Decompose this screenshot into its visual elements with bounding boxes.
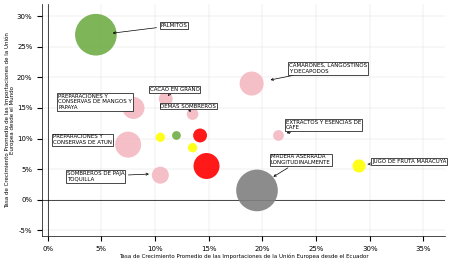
Text: PREPARACIONES Y
CONSERVAS DE MANGOS Y
PAPAYA: PREPARACIONES Y CONSERVAS DE MANGOS Y PA… <box>58 94 132 110</box>
Text: PALMITOS: PALMITOS <box>113 23 187 34</box>
Y-axis label: Tasa de Crecimiento Promedio de las Importaciones de la Unión
Europea desde el M: Tasa de Crecimiento Promedio de las Impo… <box>4 32 16 208</box>
Point <box>189 112 196 116</box>
Text: MADERA ASERRADA
LONGITUDINALMENTE: MADERA ASERRADA LONGITUDINALMENTE <box>271 154 331 176</box>
Text: PREPARACIONES Y
CONSERVAS DE ATUN: PREPARACIONES Y CONSERVAS DE ATUN <box>53 134 113 145</box>
Text: CACAO EN GRANO: CACAO EN GRANO <box>150 87 200 95</box>
Text: SOMBREROS DE PAJA
TOQUILLA: SOMBREROS DE PAJA TOQUILLA <box>67 171 148 182</box>
Point <box>130 106 137 110</box>
Point <box>196 133 204 138</box>
Point <box>92 33 100 37</box>
Point <box>355 164 363 168</box>
Point <box>248 82 255 86</box>
Point <box>275 133 282 138</box>
Text: JUGO DE FRUTA MARACUYA: JUGO DE FRUTA MARACUYA <box>368 159 446 165</box>
Point <box>157 173 164 177</box>
Point <box>189 146 196 150</box>
Point <box>124 143 132 147</box>
Text: CAMARONES, LANGOSTINOS
Y DECAPODOS: CAMARONES, LANGOSTINOS Y DECAPODOS <box>271 63 367 80</box>
Text: DEMAS SOMBREROS: DEMAS SOMBREROS <box>160 104 216 112</box>
Text: EXTRACTOS Y ESENCIAS DE
CAFE: EXTRACTOS Y ESENCIAS DE CAFE <box>286 120 361 134</box>
Point <box>162 97 169 101</box>
Point <box>173 133 180 138</box>
Point <box>253 188 261 193</box>
Point <box>157 135 164 139</box>
X-axis label: Tasa de Crecimiento Promedio de las Importaciones de la Unión Europea desde el E: Tasa de Crecimiento Promedio de las Impo… <box>119 253 369 259</box>
Point <box>203 164 210 168</box>
